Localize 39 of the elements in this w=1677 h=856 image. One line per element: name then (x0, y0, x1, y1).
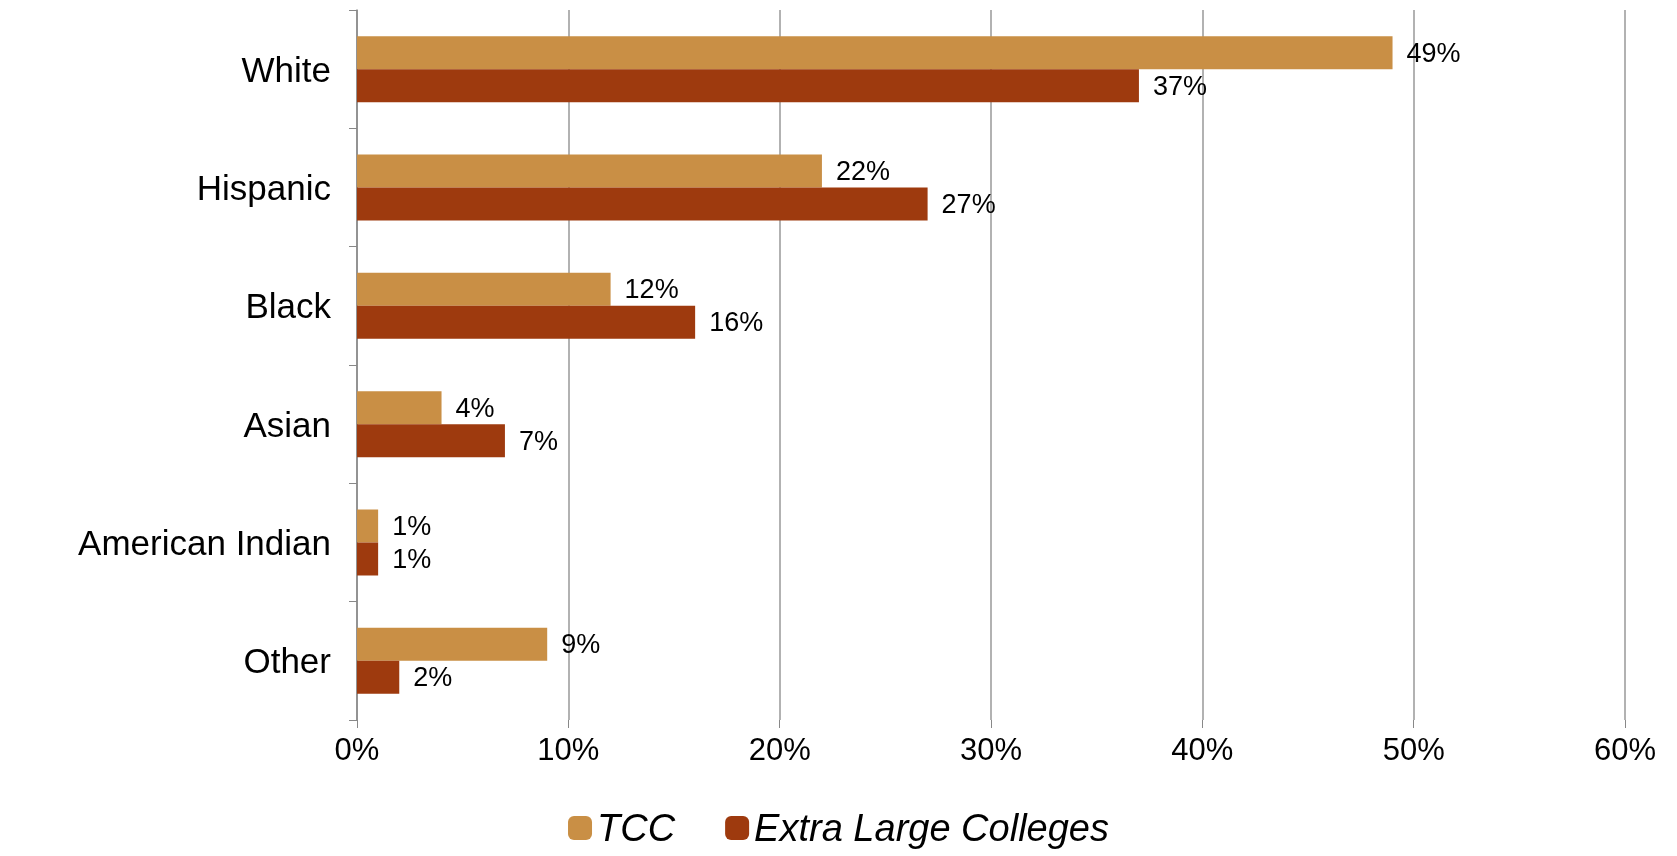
bar (357, 305, 696, 339)
bar (357, 391, 442, 425)
bar (357, 627, 548, 661)
data-label: 2% (413, 662, 453, 693)
data-label: 7% (518, 425, 558, 456)
bar (357, 509, 379, 543)
y-tick-label: Asian (243, 404, 331, 444)
legend-label: TCC (597, 807, 676, 849)
bar (357, 69, 1139, 103)
data-label: 22% (835, 156, 890, 186)
bar (357, 424, 505, 458)
bar (357, 36, 1393, 70)
y-tick-label: Other (243, 641, 332, 681)
y-tick-label: White (241, 49, 331, 89)
data-label: 37% (1152, 70, 1207, 101)
x-tick-label: 40% (1171, 732, 1234, 767)
data-label: 16% (709, 307, 764, 338)
legend-label: Extra Large Colleges (754, 807, 1109, 849)
x-tick-label: 10% (537, 732, 600, 767)
x-tick-label: 50% (1382, 732, 1445, 767)
y-tick-label: Hispanic (196, 168, 331, 207)
data-label: 1% (392, 544, 432, 574)
data-label: 49% (1406, 37, 1461, 68)
data-label: 1% (392, 511, 432, 541)
data-label: 4% (455, 392, 495, 423)
data-label: 12% (624, 274, 679, 305)
x-tick-label: 20% (748, 732, 811, 767)
bar (357, 660, 400, 694)
x-tick-label: 60% (1593, 732, 1657, 767)
bar (357, 272, 611, 306)
bar (357, 187, 928, 221)
x-tick-label: 30% (959, 732, 1023, 767)
data-label: 9% (561, 629, 601, 660)
y-tick-label: American Indian (78, 523, 331, 562)
x-tick-label: 0% (334, 732, 380, 767)
y-tick-label: Black (245, 286, 332, 326)
data-label: 27% (941, 189, 996, 219)
bar (357, 542, 379, 576)
bar (357, 154, 822, 188)
